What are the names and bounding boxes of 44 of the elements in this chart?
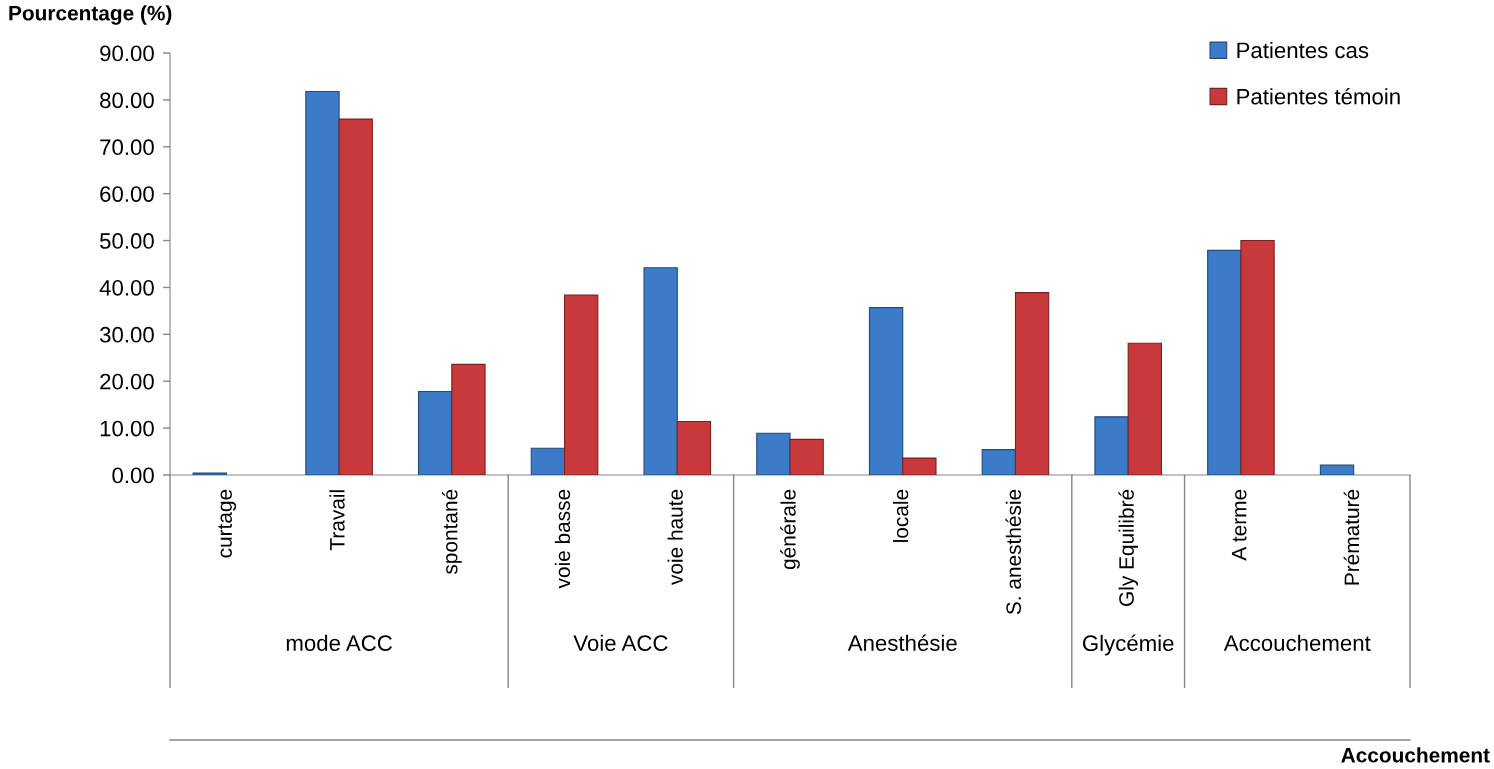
bar	[451, 363, 486, 475]
bar	[530, 447, 566, 475]
x-tick-label: Gly Equilibré	[1118, 489, 1139, 606]
y-tick-label: 60.00	[100, 186, 154, 202]
y-tick-label: 80.00	[100, 92, 154, 109]
y-axis-title: Pourcentage (%)	[9, 5, 172, 25]
x-tick-label: voie haute	[667, 489, 683, 585]
bar	[868, 307, 904, 475]
legend-label: Patientes témoin	[1237, 87, 1400, 105]
bar	[643, 267, 678, 475]
bar	[1014, 292, 1050, 475]
x-axis-title: Accouchement	[1223, 634, 1371, 651]
y-tick-label: 90.00	[100, 45, 154, 62]
x-tick-label: générale	[780, 489, 800, 570]
y-tick-label: 70.00	[100, 139, 154, 156]
bar	[305, 90, 340, 475]
y-tick-label: 0.00	[112, 467, 154, 484]
y-tick-label: 30.00	[99, 326, 154, 343]
bar	[676, 420, 712, 475]
bar	[756, 432, 791, 475]
x-axis-title: Anesthésie	[847, 634, 957, 651]
x-tick-label: voie basse	[554, 489, 571, 589]
x-axis-title: Glycémie	[1083, 634, 1174, 656]
y-tick-label: 40.00	[99, 279, 154, 296]
x-tick-label: Travail	[329, 490, 345, 551]
x-tick-label: S. anesthésie	[1005, 489, 1022, 615]
y-tick-label: 20.00	[100, 373, 154, 390]
x-axis-title: mode ACC	[286, 634, 392, 651]
text: Accouchement	[1341, 747, 1490, 763]
y-tick-label: 10.00	[100, 420, 154, 437]
y-tick-label: 50.00	[100, 233, 154, 249]
legend-label: Patientes cas	[1237, 41, 1369, 59]
bar	[981, 449, 1017, 475]
x-tick-label: locale	[893, 489, 909, 542]
bar	[563, 294, 599, 475]
x-tick-label: spontané	[441, 489, 462, 575]
x-tick-label: Prématuré	[1343, 489, 1360, 585]
bar	[418, 390, 453, 475]
bar	[902, 457, 937, 475]
bar	[789, 438, 824, 475]
x-tick-label: A terme	[1231, 489, 1247, 561]
bar	[338, 118, 373, 475]
x-axis-title: Voie ACC	[573, 634, 668, 651]
x-tick-label: curtage	[218, 489, 237, 558]
